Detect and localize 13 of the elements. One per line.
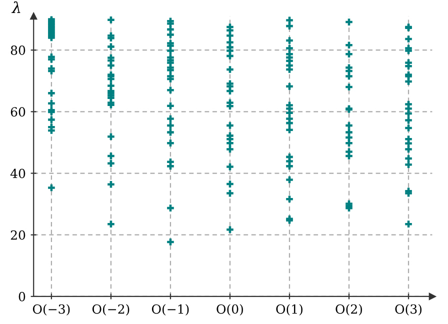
y-tick-label: 20 bbox=[10, 230, 26, 240]
x-tick-label: O(−1) bbox=[152, 304, 189, 316]
x-tick-label: O(−2) bbox=[92, 304, 130, 316]
x-tick-label: O(2) bbox=[336, 304, 362, 316]
x-tick-label: O(3) bbox=[395, 304, 422, 316]
y-axis-title: λ bbox=[11, 1, 20, 14]
y-tick-label: 60 bbox=[10, 107, 26, 117]
y-tick-label: 40 bbox=[10, 168, 26, 178]
x-tick-label: O(−3) bbox=[32, 304, 70, 316]
x-tick-label: O(1) bbox=[276, 304, 302, 316]
y-tick-label: 0 bbox=[18, 292, 26, 302]
y-tick-label: 80 bbox=[10, 46, 26, 56]
x-tick-label: O(0) bbox=[216, 304, 243, 316]
